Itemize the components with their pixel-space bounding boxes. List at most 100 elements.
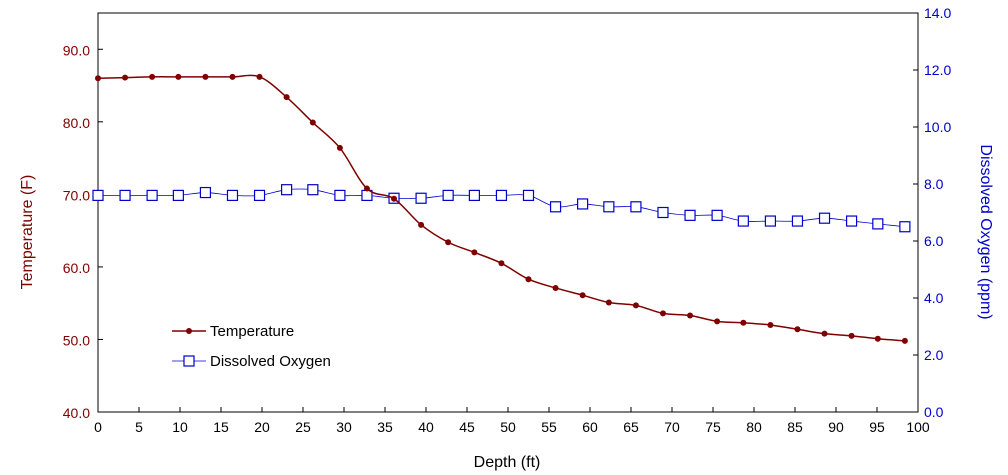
temperature-point: [175, 73, 182, 80]
dissolved-oxygen-point: [791, 215, 804, 227]
dissolved-oxygen-point: [657, 206, 669, 219]
legend-dissolved-oxygen-label: Dissolved Oxygen: [210, 353, 331, 370]
x-tick-label: 15: [213, 419, 229, 435]
x-tick-label: 30: [336, 419, 352, 435]
x-tick-label: 100: [906, 419, 930, 435]
temperature-point: [659, 310, 666, 317]
dissolved-oxygen-point: [684, 209, 696, 221]
temperature-point: [552, 284, 559, 291]
temperature-point: [579, 292, 586, 299]
temperature-point: [821, 330, 828, 337]
dissolved-oxygen-point: [146, 189, 158, 201]
y-left-tick-label: 40.0: [63, 405, 90, 421]
y-axis-left-title: Temperature (F): [19, 175, 36, 290]
temperature-point: [687, 312, 694, 319]
y-right-tick-label: 12.0: [924, 62, 951, 78]
y-right-tick-label: 6.0: [924, 233, 944, 249]
dissolved-oxygen-point: [415, 192, 427, 204]
x-tick-label: 20: [254, 419, 270, 435]
temperature-point: [391, 195, 398, 202]
temperature-point: [336, 144, 343, 151]
dissolved-oxygen-point: [603, 201, 615, 213]
y-right-tick-label: 0.0: [924, 404, 944, 420]
dissolved-oxygen-point: [468, 189, 480, 201]
temperature-point: [229, 73, 236, 80]
temperature-point: [901, 337, 908, 344]
y-right-tick-label: 4.0: [924, 290, 944, 306]
dissolved-oxygen-point: [872, 218, 884, 230]
x-tick-label: 60: [582, 419, 598, 435]
temperature-point: [418, 221, 425, 228]
y-right-tick-label: 2.0: [924, 347, 944, 363]
temperature-point: [363, 185, 370, 192]
x-tick-label: 70: [664, 419, 680, 435]
dissolved-oxygen-point: [226, 189, 239, 201]
legend-dissolved-oxygen-marker: [183, 355, 195, 367]
x-tick-label: 80: [746, 419, 762, 435]
x-tick-label: 95: [869, 419, 885, 435]
x-tick-label: 10: [172, 419, 188, 435]
dissolved-oxygen-point: [522, 189, 535, 201]
temperature-point: [202, 73, 209, 80]
temperature-point: [874, 335, 881, 342]
y-left-tick-label: 70.0: [63, 187, 90, 203]
temperature-point: [95, 75, 101, 82]
dissolved-oxygen-point: [281, 184, 293, 196]
dissolved-oxygen-point: [899, 221, 911, 233]
x-tick-label: 0: [94, 419, 102, 435]
x-tick-label: 45: [459, 419, 475, 435]
y-left-tick-label: 60.0: [63, 260, 90, 276]
dissolved-oxygen-point: [764, 215, 777, 227]
legend-temperature-marker: [186, 328, 192, 334]
x-axis-title: Depth (ft): [474, 454, 541, 471]
x-tick-label: 25: [295, 419, 311, 435]
y-left-tick-label: 50.0: [63, 332, 90, 348]
y-right-tick-label: 8.0: [924, 176, 944, 192]
legend-temperature-label: Temperature: [210, 323, 294, 340]
y-left-tick-label: 90.0: [63, 42, 90, 58]
temperature-point: [471, 249, 478, 256]
temperature-point: [498, 260, 505, 267]
dissolved-oxygen-point: [495, 189, 508, 201]
x-tick-label: 55: [541, 419, 557, 435]
legend-item-dissolved-oxygen: Dissolved Oxygen: [172, 353, 331, 370]
temperature-point: [794, 326, 801, 333]
legend: Temperature Dissolved Oxygen: [172, 323, 331, 370]
dissolved-oxygen-point: [845, 215, 858, 227]
temperature-point: [445, 239, 452, 246]
x-tick-label: 75: [705, 419, 721, 435]
x-tick-label: 90: [828, 419, 844, 435]
temperature-point: [309, 119, 316, 126]
dissolved-oxygen-point: [307, 184, 319, 196]
y-left-tick-label: 80.0: [63, 115, 90, 131]
temperature-point: [848, 332, 855, 339]
dissolved-oxygen-point: [119, 189, 131, 201]
x-tick-label: 5: [135, 419, 143, 435]
dissolved-oxygen-point: [818, 212, 831, 224]
y-axis-right-title: Dissolved Oxygen (ppm): [977, 144, 994, 319]
x-axis: 0 5 10 15 20 25 30 35 40 45 50 55 60 65 70 75 80 85 90 95 10…: [94, 407, 930, 435]
temperature-point: [714, 318, 721, 325]
temperature-point: [256, 73, 263, 80]
dissolved-oxygen-point: [549, 201, 562, 213]
temperature-point: [283, 94, 290, 101]
temperature-point: [605, 299, 612, 306]
x-tick-label: 40: [418, 419, 434, 435]
temperature-point: [149, 73, 156, 80]
y-right-tick-label: 10.0: [924, 119, 951, 135]
temperature-point: [525, 276, 532, 283]
dissolved-oxygen-point: [577, 198, 589, 210]
temperature-line: [97, 74, 905, 342]
dissolved-oxygen-point: [737, 215, 749, 227]
y-axis-right: 0.0 2.0 4.0 6.0 8.0 10.0 12.0 14.0: [913, 5, 951, 420]
dissolved-oxygen-point: [92, 189, 104, 201]
series-layer: [92, 73, 911, 344]
temperature-point: [122, 74, 129, 81]
series-dissolved-oxygen: [92, 184, 911, 233]
x-tick-label: 65: [623, 419, 639, 435]
dissolved-oxygen-point: [199, 186, 212, 199]
x-tick-label: 85: [787, 419, 803, 435]
legend-item-temperature: Temperature: [172, 323, 294, 340]
temperature-point: [740, 319, 747, 326]
